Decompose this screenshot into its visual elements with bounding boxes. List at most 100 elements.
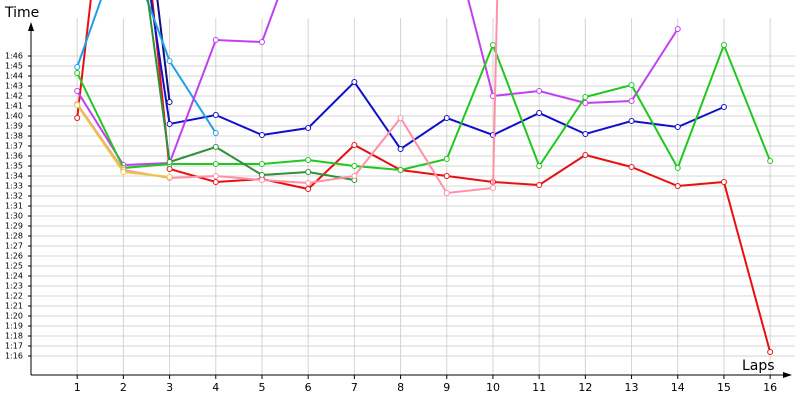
y-axis-label: Time <box>4 5 39 21</box>
point <box>305 186 312 192</box>
y-tick-label: 1:29 <box>5 222 23 231</box>
x-tick-label: 15 <box>717 381 731 394</box>
point <box>258 132 265 138</box>
x-arrow <box>783 372 792 378</box>
x-tick-label: 5 <box>258 381 265 394</box>
y-tick-label: 1:42 <box>5 92 23 101</box>
point <box>305 180 312 186</box>
y-tick-label: 1:27 <box>5 242 23 251</box>
y-tick-label: 1:39 <box>5 122 23 131</box>
point <box>74 102 81 108</box>
y-tick-label: 1:20 <box>5 312 23 321</box>
x-tick-label: 6 <box>305 381 312 394</box>
point <box>674 124 681 130</box>
y-tick-label: 1:28 <box>5 232 23 241</box>
point <box>443 173 450 179</box>
point <box>443 156 450 162</box>
y-tick-label: 1:23 <box>5 282 23 291</box>
point <box>74 115 81 121</box>
axes: Time Laps 1:161:171:181:191:201:211:221:… <box>4 5 792 394</box>
x-tick-label: 14 <box>671 381 685 394</box>
y-tick-label: 1:35 <box>5 162 23 171</box>
point <box>536 163 543 169</box>
x-tick-label: 8 <box>397 381 404 394</box>
plot-area <box>74 0 774 355</box>
y-tick-label: 1:31 <box>5 202 23 211</box>
series-line <box>146 0 355 181</box>
point <box>767 349 774 355</box>
point <box>536 182 543 188</box>
point <box>258 172 265 178</box>
point <box>674 183 681 189</box>
y-tick-label: 1:45 <box>5 62 23 71</box>
point <box>351 79 358 85</box>
point <box>212 173 219 179</box>
point <box>674 165 681 171</box>
point <box>74 70 81 76</box>
y-tick-label: 1:33 <box>5 182 23 191</box>
point <box>720 42 727 48</box>
y-tick-label: 1:34 <box>5 172 23 181</box>
x-tick-label: 13 <box>625 381 639 394</box>
y-tick-label: 1:41 <box>5 102 23 111</box>
grid <box>31 18 795 375</box>
point <box>351 163 358 169</box>
y-tick-label: 1:19 <box>5 322 23 331</box>
y-arrow <box>28 22 34 31</box>
point <box>674 26 681 32</box>
point <box>74 64 81 70</box>
point <box>74 88 81 94</box>
point <box>628 164 635 170</box>
point <box>166 121 173 127</box>
point <box>212 161 219 167</box>
x-tick-label: 11 <box>532 381 546 394</box>
x-tick-label: 2 <box>120 381 127 394</box>
point <box>536 110 543 116</box>
series-line <box>156 0 171 103</box>
series-line <box>149 0 725 151</box>
x-tick-label: 10 <box>486 381 500 394</box>
point <box>351 173 358 179</box>
y-tick-label: 1:38 <box>5 132 23 141</box>
y-tick-label: 1:25 <box>5 262 23 271</box>
point <box>720 179 727 185</box>
y-tick-label: 1:44 <box>5 72 23 81</box>
y-tick-label: 1:18 <box>5 332 23 341</box>
point <box>212 179 219 185</box>
x-tick-label: 3 <box>166 381 173 394</box>
point <box>212 144 219 150</box>
y-tick-label: 1:43 <box>5 82 23 91</box>
point <box>305 125 312 131</box>
point <box>166 58 173 64</box>
y-tick-label: 1:36 <box>5 152 23 161</box>
y-tick-label: 1:24 <box>5 272 23 281</box>
point <box>489 185 496 191</box>
point <box>305 169 312 175</box>
y-tick-label: 1:21 <box>5 302 23 311</box>
series-line <box>76 0 772 353</box>
point <box>767 158 774 164</box>
x-tick-label: 4 <box>212 381 219 394</box>
point <box>489 42 496 48</box>
point <box>120 169 127 175</box>
point <box>582 152 589 158</box>
x-tick-label: 9 <box>443 381 450 394</box>
point <box>258 39 265 45</box>
point <box>582 100 589 106</box>
y-tick-label: 1:46 <box>5 52 23 61</box>
point <box>258 177 265 183</box>
point <box>258 161 265 167</box>
point <box>536 88 543 94</box>
point <box>397 115 404 121</box>
point <box>351 142 358 148</box>
point <box>166 99 173 105</box>
y-tick-label: 1:32 <box>5 192 23 201</box>
x-tick-label: 16 <box>763 381 777 394</box>
point <box>628 98 635 104</box>
series-line <box>76 42 772 172</box>
x-tick-label: 7 <box>351 381 358 394</box>
x-tick-label: 1 <box>74 381 81 394</box>
point <box>166 159 173 165</box>
point <box>443 115 450 121</box>
